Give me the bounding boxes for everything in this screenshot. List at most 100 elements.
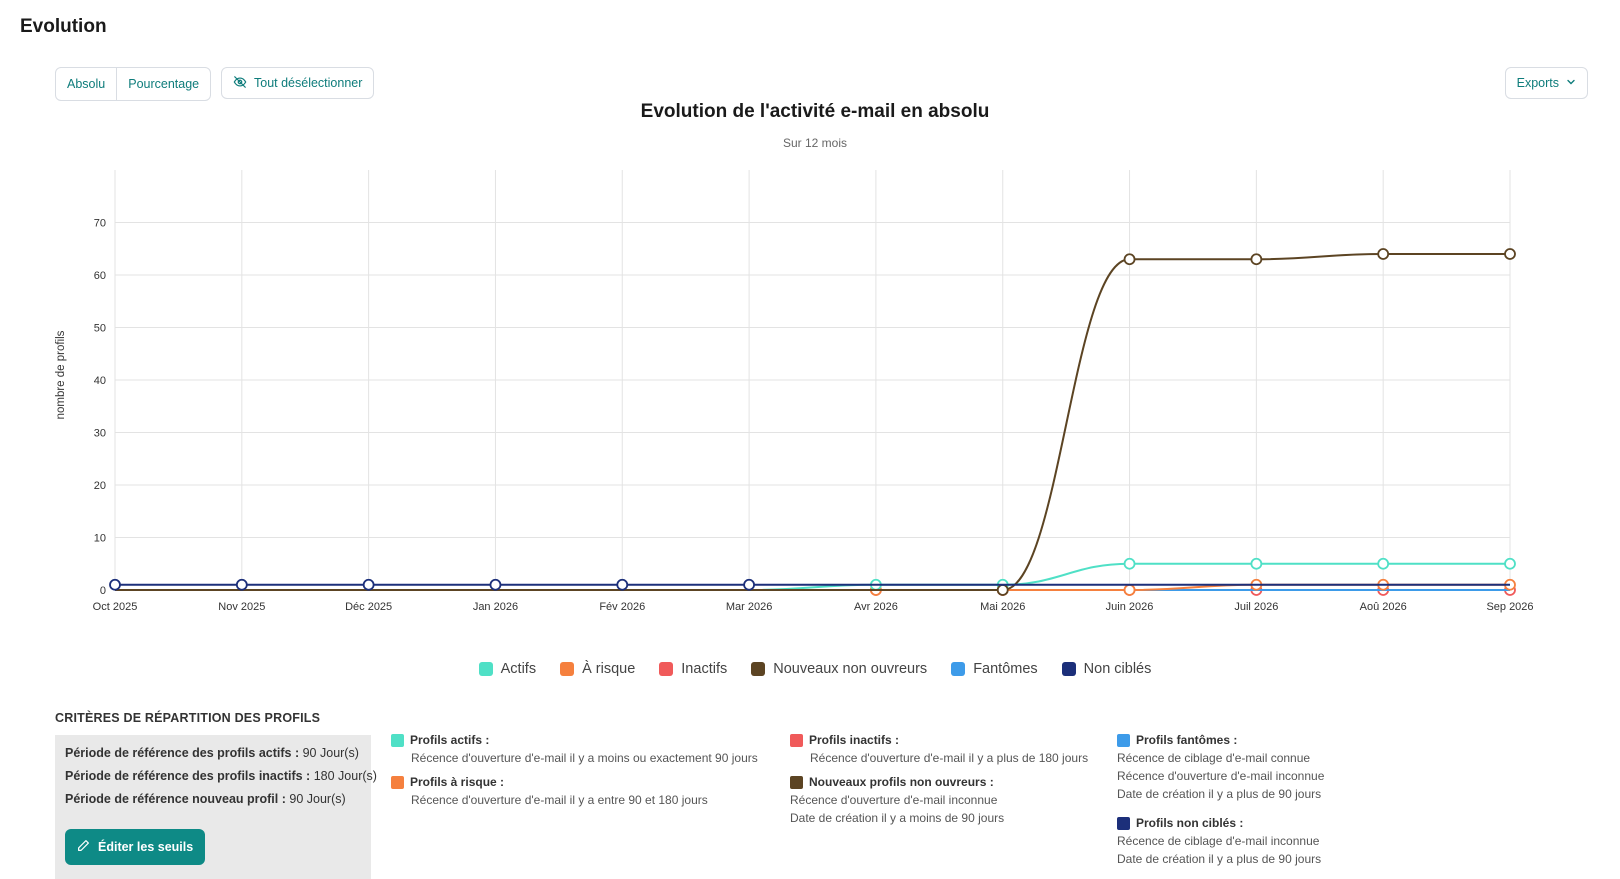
edit-thresholds-label: Éditer les seuils [98, 840, 194, 854]
ref-inactifs: Période de référence des profils inactif… [65, 769, 377, 783]
deselect-all-button[interactable]: Tout désélectionner [221, 67, 375, 99]
a-risque-swatch [391, 775, 404, 789]
x-tick-label: Mar 2026 [726, 601, 772, 613]
legend-label: À risque [582, 661, 636, 677]
criteria-nouveaux-title: Nouveaux profils non ouvreurs : [809, 775, 994, 789]
criteria-non-cibles-line-2: Date de création il y a plus de 90 jours [1117, 852, 1322, 866]
exports-button[interactable]: Exports [1504, 67, 1588, 99]
legend-swatch [1061, 662, 1076, 676]
criteria-actifs-title: Profils actifs : [410, 733, 490, 747]
y-axis-label: nombre de profils [55, 330, 67, 419]
series-Nouveaux non ouvreurs [115, 248, 1516, 596]
legend-label: Fantômes [973, 661, 1038, 677]
y-tick-label: 20 [94, 480, 106, 492]
fantomes-swatch [1117, 733, 1130, 747]
exports-label: Exports [1516, 76, 1559, 90]
x-tick-label: Fév 2026 [599, 601, 645, 613]
data-point [1504, 557, 1516, 570]
pencil-icon [77, 839, 90, 855]
legend-label: Actifs [500, 661, 537, 677]
criteria-actifs: Profils actifs : Récence d'ouverture d'e… [391, 731, 758, 767]
line-chart: 0 10 20 30 40 50 60 70 Oct 2025 Nov 2025 Déc 2025 J… [55, 170, 1534, 613]
criteria-nouveaux-line-2: Date de création il y a moins de 90 jour… [790, 811, 1005, 825]
pourcentage-button[interactable]: Pourcentage [116, 68, 210, 100]
legend-item[interactable]: Non ciblés [1061, 661, 1152, 677]
x-tick-label: Jan 2026 [473, 601, 518, 613]
data-point [1377, 557, 1390, 570]
non-cibles-swatch [1117, 816, 1130, 830]
data-point [1504, 248, 1516, 260]
criteria-fantomes-line-3: Date de création il y a plus de 90 jours [1117, 787, 1322, 801]
criteria-a-risque-line: Récence d'ouverture d'e-mail il y a entr… [411, 793, 708, 807]
data-point [1123, 253, 1136, 266]
legend-item[interactable]: Inactifs [659, 661, 727, 677]
criteria-nouveaux-line-1: Récence d'ouverture d'e-mail inconnue [790, 793, 998, 807]
legend-item[interactable]: Nouveaux non ouvreurs [751, 661, 927, 677]
chart-legend: Actifs À risque Inactifs Nouveaux non ouvre… [0, 661, 1620, 677]
reference-periods-panel: Période de référence des profils actifs … [55, 735, 377, 879]
edit-thresholds-button[interactable]: Éditer les seuils [65, 829, 206, 865]
legend-label: Nouveaux non ouvreurs [773, 661, 928, 677]
y-tick-label: 30 [94, 428, 106, 440]
x-tick-label: Juin 2026 [1106, 601, 1154, 613]
legend-swatch [478, 662, 493, 676]
criteria-inactifs-title: Profils inactifs : [809, 733, 900, 747]
x-tick-label: Aoû 2026 [1360, 601, 1407, 613]
x-tick-label: Juil 2026 [1234, 601, 1278, 613]
x-tick-label: Oct 2025 [93, 601, 138, 613]
ref-actifs-label: Période de référence des profils actifs … [65, 746, 300, 760]
y-tick-label: 0 [100, 585, 106, 597]
legend-label: Non ciblés [1083, 661, 1152, 677]
criteria-heading: CRITÈRES DE RÉPARTITION DES PROFILS [55, 711, 321, 725]
data-point [1123, 584, 1136, 596]
criteria-a-risque: Profils à risque : Récence d'ouverture d… [391, 773, 708, 809]
y-tick-label: 70 [94, 218, 106, 230]
criteria-inactifs: Profils inactifs : Récence d'ouverture d… [790, 731, 1088, 767]
data-point [743, 578, 755, 591]
deselect-all-label: Tout désélectionner [254, 76, 363, 90]
data-point [1250, 557, 1263, 570]
ref-nouveau: Période de référence nouveau profil : 90… [65, 792, 361, 806]
chevron-down-icon [1566, 76, 1576, 90]
legend-item[interactable]: Fantômes [951, 661, 1038, 677]
criteria-non-cibles-title: Profils non ciblés : [1136, 816, 1244, 830]
criteria-non-cibles: Profils non ciblés : Récence de ciblage … [1117, 814, 1321, 868]
legend-swatch [751, 662, 766, 676]
criteria-fantomes: Profils fantômes : Récence de ciblage d'… [1117, 731, 1324, 803]
ref-nouveau-label: Période de référence nouveau profil : [65, 792, 286, 806]
x-tick-label: Mai 2026 [980, 601, 1025, 613]
criteria-a-risque-title: Profils à risque : [410, 775, 505, 789]
inactifs-swatch [790, 733, 803, 747]
y-tick-label: 40 [94, 375, 106, 387]
data-point [1250, 253, 1263, 266]
data-point [235, 578, 248, 591]
page-title: Evolution [20, 16, 107, 37]
ref-actifs-value: 90 Jour(s) [302, 746, 359, 760]
data-point [996, 584, 1009, 596]
y-tick-label: 10 [94, 533, 106, 545]
ref-actifs: Période de référence des profils actifs … [65, 746, 361, 760]
criteria-non-cibles-line-1: Récence de ciblage d'e-mail inconnue [1117, 834, 1320, 848]
legend-swatch [560, 662, 575, 676]
ref-nouveau-value: 90 Jour(s) [289, 792, 346, 806]
data-point [1377, 248, 1390, 260]
y-tick-label: 60 [94, 270, 106, 282]
legend-swatch [659, 662, 674, 676]
series-Non ciblés [109, 578, 1510, 591]
eye-off-icon [233, 75, 247, 92]
criteria-fantomes-line-1: Récence de ciblage d'e-mail connue [1117, 751, 1311, 765]
legend-item[interactable]: À risque [560, 661, 635, 677]
legend-item[interactable]: Actifs [478, 661, 537, 677]
x-tick-label: Déc 2025 [345, 601, 392, 613]
criteria-actifs-line: Récence d'ouverture d'e-mail il y a moin… [411, 751, 758, 765]
ref-inactifs-value: 180 Jour(s) [313, 769, 377, 783]
legend-label: Inactifs [681, 661, 728, 677]
x-tick-label: Sep 2026 [1486, 601, 1533, 613]
nouveaux-swatch [790, 775, 803, 789]
x-tick-label: Nov 2025 [218, 601, 265, 613]
legend-swatch [951, 662, 966, 676]
series-line [115, 562, 1510, 592]
absolu-button[interactable]: Absolu [67, 77, 106, 91]
mode-toggle: Absolu Pourcentage [55, 67, 212, 101]
criteria-fantomes-title: Profils fantômes : [1136, 733, 1238, 747]
